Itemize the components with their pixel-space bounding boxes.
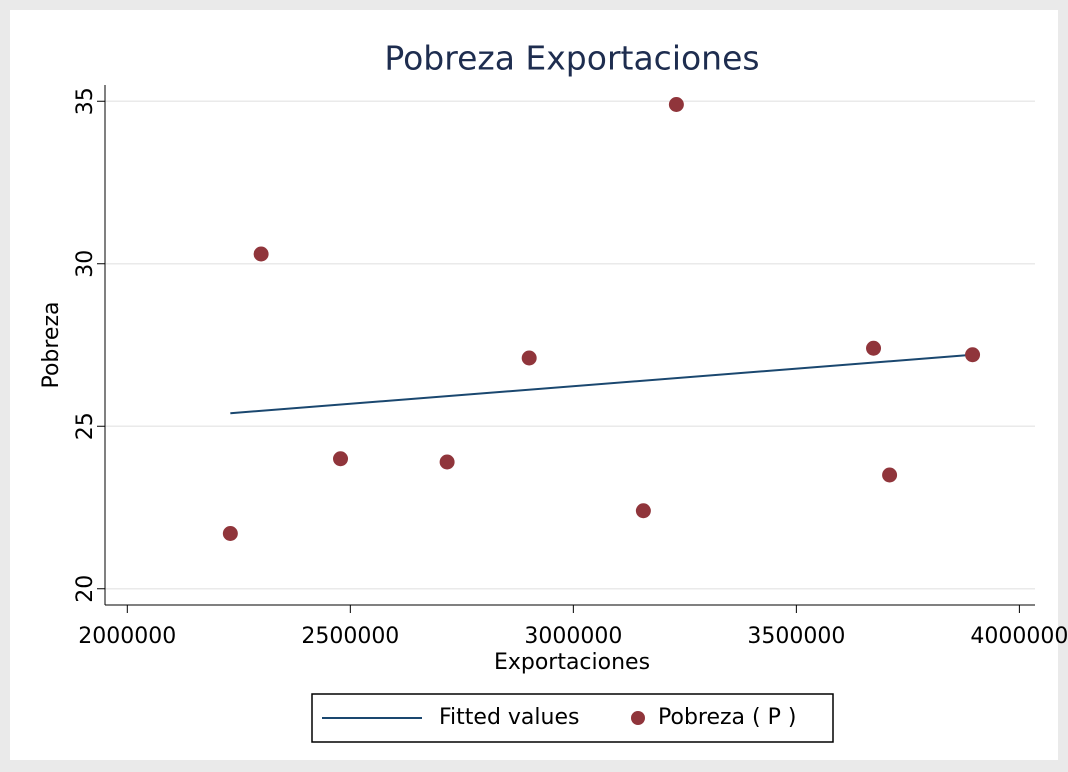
legend-label: Pobreza ( P ) [658,705,796,730]
y-axis-title: Pobreza [39,301,64,388]
x-tick-label: 3000000 [524,624,622,649]
x-tick-label: 3500000 [747,624,845,649]
point [253,246,269,262]
graph-region [10,10,1058,760]
point [222,526,238,541]
point [439,454,455,470]
chart-title: Pobreza Exportaciones [384,39,759,78]
x-tick-label: 2000000 [78,624,176,649]
point [866,340,882,356]
point [333,451,349,467]
point [521,350,537,366]
legend-label: Fitted values [439,705,579,730]
y-tick-label: 30 [73,250,98,278]
point [882,467,898,483]
y-tick-label: 20 [73,575,98,603]
point [635,503,651,519]
point [965,347,981,363]
x-axis-title: Exportaciones [494,650,650,675]
point [668,97,684,112]
x-tick-label: 4000000 [970,624,1068,649]
legend-marker [631,711,645,725]
x-tick-label: 2500000 [301,624,399,649]
y-tick-label: 25 [73,412,98,440]
fitted-line [230,353,973,415]
y-tick-label: 35 [73,87,98,115]
